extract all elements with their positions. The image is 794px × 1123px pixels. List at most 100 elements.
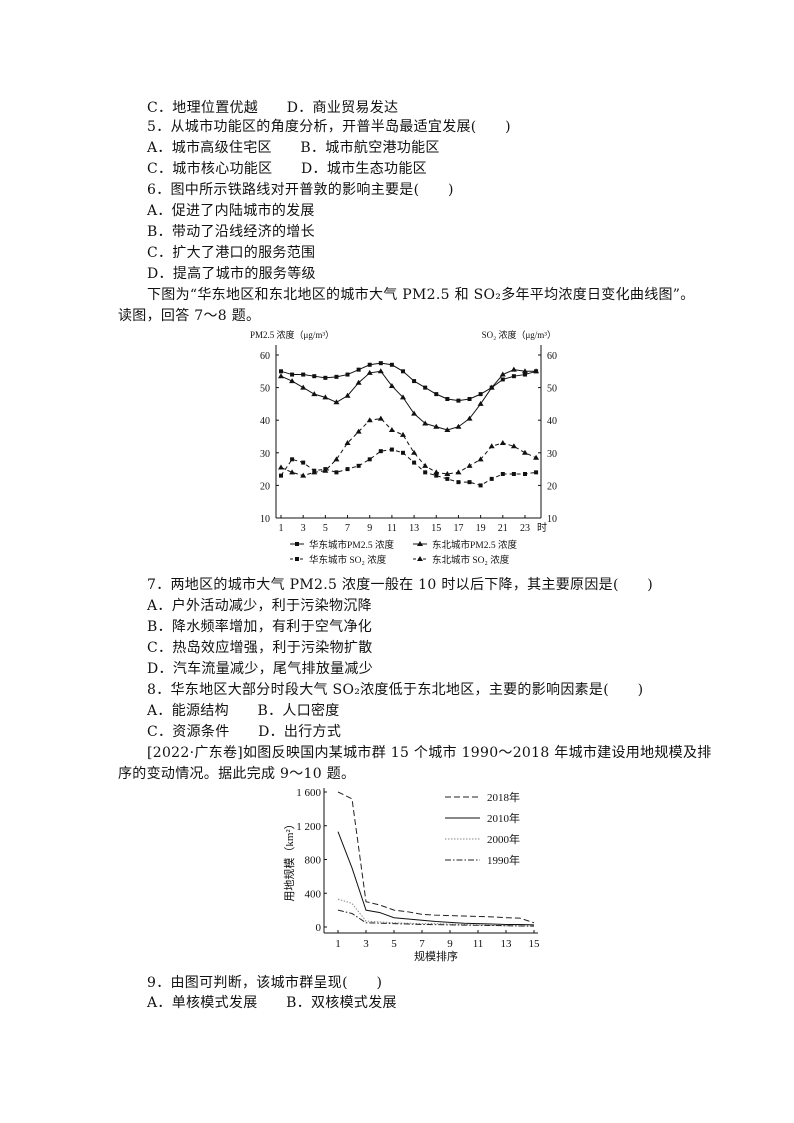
- y-tick-label-right: 60: [547, 351, 557, 362]
- data-point-square: [378, 449, 383, 454]
- data-point-triangle: [477, 400, 484, 406]
- data-point-square: [489, 476, 494, 481]
- x-tick-label: 5: [323, 523, 328, 534]
- text-line: B．带动了沿线经济的增长: [147, 224, 315, 240]
- data-point-triangle: [322, 394, 329, 400]
- data-point-square: [389, 447, 394, 452]
- data-point-square: [478, 392, 483, 397]
- data-point-triangle: [477, 456, 484, 462]
- x-tick-label: 17: [453, 523, 463, 534]
- data-point-triangle: [366, 369, 373, 375]
- series-line-2: [280, 449, 537, 486]
- x-unit-label: 时: [537, 522, 547, 534]
- data-point-square: [290, 457, 295, 462]
- data-point-triangle: [399, 431, 406, 437]
- data-point-square: [301, 460, 306, 465]
- legend-marker-square: [295, 542, 299, 546]
- data-point-square: [522, 471, 527, 476]
- text-line: A．促进了内陆城市的发展: [147, 203, 315, 219]
- data-point-square: [345, 467, 350, 472]
- data-point-square: [356, 367, 361, 372]
- legend-label: 2018年: [487, 790, 520, 804]
- series-line-3: [280, 418, 537, 477]
- text-line: [2022·广东卷]如图反映国内某城市群 15 个城市 1990～2018 年城…: [147, 745, 712, 761]
- data-point-triangle: [433, 423, 440, 429]
- x-tick-label: 11: [387, 523, 397, 534]
- data-point-triangle: [311, 469, 318, 475]
- data-point-triangle: [366, 417, 373, 423]
- data-point-square: [345, 372, 350, 377]
- data-point-triangle: [488, 384, 495, 390]
- data-point-triangle: [488, 443, 495, 449]
- series-line-3: [337, 909, 535, 927]
- text-line: C．地理位置优越 D．商业贸易发达: [147, 100, 399, 116]
- y-axis-label: 用地规模（km²）: [282, 818, 296, 901]
- data-point-triangle: [289, 378, 296, 384]
- x-tick-label: 15: [431, 523, 441, 534]
- data-point-triangle: [466, 415, 473, 421]
- x-tick-label: 7: [345, 523, 350, 534]
- y-tick-label-right: 10: [547, 514, 557, 525]
- x-tick-label: 9: [447, 938, 453, 950]
- data-point-triangle: [399, 394, 406, 400]
- y-tick-label: 0: [316, 922, 322, 934]
- data-point-square: [400, 450, 405, 455]
- data-point-triangle: [333, 456, 340, 462]
- y-axis-label-right: SO₂ 浓度（μg/m³）: [482, 329, 556, 340]
- data-point-square: [456, 480, 461, 485]
- data-point-triangle: [355, 428, 362, 434]
- data-point-square: [434, 392, 439, 397]
- data-point-triangle: [422, 420, 429, 426]
- y-tick-label-right: 30: [547, 449, 557, 460]
- data-point-square: [456, 398, 461, 403]
- data-point-triangle: [278, 373, 284, 379]
- text-line: A．单核模式发展 B．双核模式发展: [147, 995, 397, 1011]
- text-line: D．提高了城市的服务等级: [147, 266, 316, 282]
- x-tick-label: 21: [498, 523, 508, 534]
- series-line-1: [337, 831, 535, 926]
- text-line: A．能源结构 B．人口密度: [147, 703, 340, 719]
- x-tick-label: 15: [529, 938, 541, 950]
- data-point-triangle: [444, 470, 451, 476]
- data-point-triangle: [411, 449, 418, 455]
- data-point-square: [312, 374, 317, 379]
- data-point-square: [511, 471, 516, 476]
- data-point-triangle: [422, 462, 429, 468]
- data-point-square: [279, 369, 283, 374]
- data-point-square: [378, 361, 383, 366]
- legend-label: 东北城市PM2.5 浓度: [432, 539, 517, 551]
- data-point-triangle: [455, 423, 462, 429]
- text-line: A．户外活动减少，利于污染物沉降: [147, 598, 372, 614]
- legend-label: 东北城市 SO₂ 浓度: [432, 554, 510, 566]
- data-point-square: [434, 473, 439, 478]
- data-point-triangle: [521, 449, 528, 455]
- data-point-triangle: [388, 426, 395, 432]
- data-point-square: [522, 372, 527, 377]
- data-point-triangle: [455, 469, 462, 475]
- y-tick-label-left: 40: [260, 416, 270, 427]
- series-line-1: [280, 369, 537, 431]
- x-tick-label: 11: [473, 938, 484, 950]
- y-tick-label-left: 20: [260, 481, 270, 492]
- y-tick-label: 1 200: [296, 821, 321, 833]
- data-point-square: [334, 470, 339, 475]
- x-tick-label: 19: [476, 523, 486, 534]
- data-point-triangle: [278, 464, 284, 470]
- x-tick-label: 13: [409, 523, 419, 534]
- x-tick-label: 3: [301, 523, 306, 534]
- legend-label: 2010年: [487, 811, 520, 825]
- text-line: C．热岛效应增强，利于污染物扩散: [147, 640, 373, 656]
- data-point-square: [279, 473, 283, 478]
- text-line: B．降水频率增加，有利于空气净化: [147, 619, 373, 635]
- y-tick-label-right: 50: [547, 384, 557, 395]
- text-line: D．汽车流量减少，尾气排放量减少: [147, 661, 374, 677]
- data-point-triangle: [300, 472, 307, 478]
- data-point-triangle: [433, 469, 440, 475]
- data-point-triangle: [344, 440, 351, 446]
- text-line: 6．图中所示铁路线对开普敦的影响主要是( ): [147, 182, 454, 198]
- data-point-triangle: [377, 415, 384, 421]
- y-tick-label-left: 30: [260, 449, 270, 460]
- y-tick-label: 1 600: [296, 787, 321, 799]
- data-point-triangle: [377, 368, 384, 374]
